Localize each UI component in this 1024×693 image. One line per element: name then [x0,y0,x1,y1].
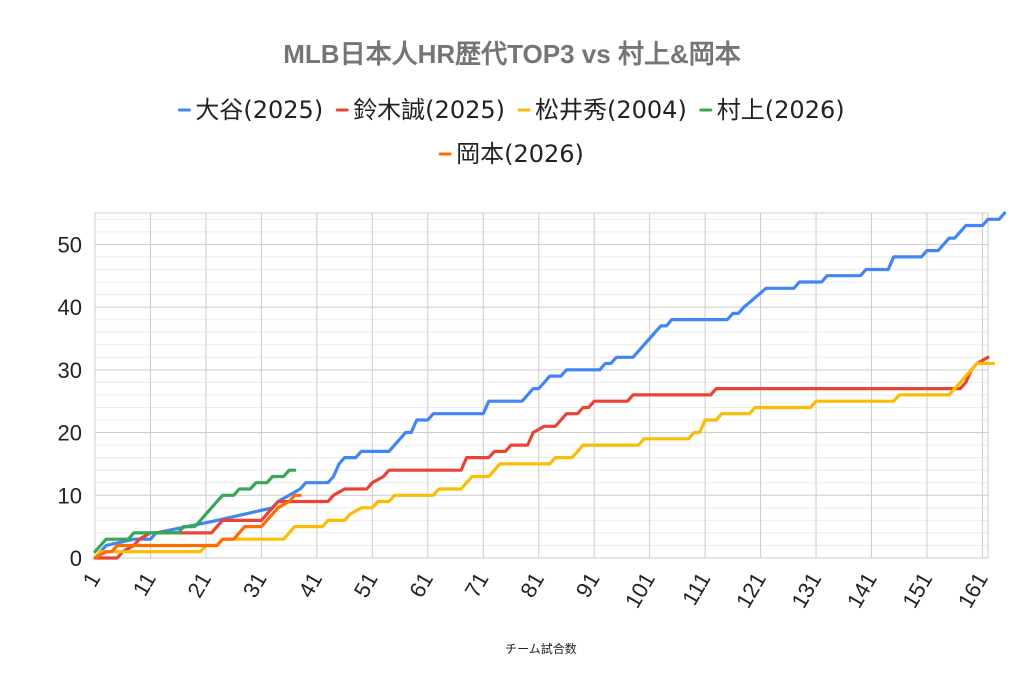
x-tick-label: 81 [515,568,549,602]
y-axis-ticks: 0 10 20 30 40 50 [58,232,82,571]
series-line-4 [93,468,297,554]
series-line-1 [93,211,1007,560]
x-tick-label: 11 [128,568,161,600]
x-tick-label: 61 [404,568,438,602]
x-tick-label: 131 [786,568,826,612]
x-tick-label: 101 [620,568,660,612]
series-line-3 [93,361,996,560]
y-tick-label: 0 [70,546,82,571]
x-tick-label: 41 [293,568,327,602]
y-tick-label: 50 [58,232,82,257]
y-tick-label: 40 [58,295,82,320]
x-tick-label: 31 [238,568,272,602]
legend-label: 大谷(2025) [195,96,323,124]
legend-label: 鈴木誠(2025) [353,96,505,124]
legend-label: 岡本(2026) [456,140,584,168]
x-tick-label: 111 [677,568,715,609]
legend-label: 村上(2026) [717,96,845,124]
series-line-2 [93,355,990,560]
chart-title: MLB日本人HR歴代TOP3 vs 村上&岡本 [283,39,740,69]
x-axis-ticks: 1 11 21 31 41 51 61 71 81 91 101 111 121 131 141 151 161 [78,568,993,612]
x-tick-label: 161 [953,568,993,612]
x-tick-label: 1 [78,568,106,591]
x-tick-label: 91 [571,568,605,602]
series-lines [93,211,1007,560]
legend: 大谷(2025) 鈴木誠(2025) 松井秀(2004) 村上(2026) 岡本(202… [177,96,845,168]
x-tick-label: 51 [349,568,383,602]
x-tick-label: 121 [731,568,771,612]
y-tick-label: 30 [58,358,82,383]
x-tick-label: 21 [182,568,216,602]
series-line-5 [93,493,302,560]
y-tick-label: 10 [58,483,82,508]
y-tick-label: 20 [58,421,82,446]
x-tick-label: 71 [460,568,494,602]
x-tick-label: 151 [897,568,937,612]
x-tick-label: 141 [842,568,882,612]
legend-label: 松井秀(2004) [535,96,687,124]
x-axis-label: チーム試合数 [505,641,577,656]
